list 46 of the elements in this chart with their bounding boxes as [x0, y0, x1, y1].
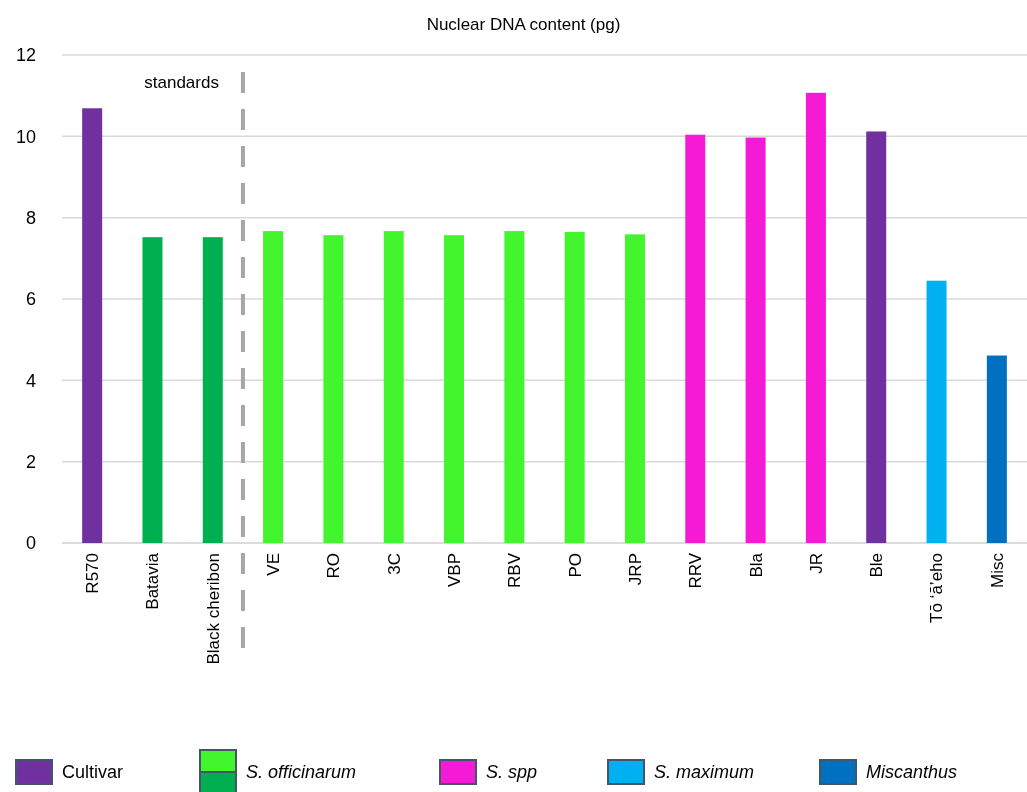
- x-tick-label: Black cheribon: [203, 553, 223, 665]
- bar: [866, 131, 887, 543]
- x-tick-label: PO: [565, 553, 585, 578]
- bar: [202, 237, 223, 543]
- bar: [263, 231, 284, 543]
- y-tick-label: 12: [15, 45, 36, 66]
- bar: [805, 92, 826, 543]
- y-tick-label: 6: [25, 289, 36, 310]
- x-tick-label: 3C: [384, 553, 404, 575]
- legend-label: S. maximum: [654, 762, 755, 783]
- annotation: standards: [144, 73, 219, 92]
- bar: [142, 237, 163, 543]
- bar: [383, 231, 404, 543]
- x-tick-label: Misc: [987, 552, 1007, 588]
- bar: [504, 231, 525, 543]
- x-tick-label: VBP: [444, 553, 464, 588]
- x-tick-label: JR: [806, 553, 826, 574]
- x-tick-label: JRP: [625, 553, 645, 586]
- x-tick-label: Tō ‘ā’eho: [927, 553, 947, 623]
- x-tick-label: Batavia: [143, 552, 163, 610]
- x-tick-label: VE: [264, 553, 284, 576]
- bar: [444, 235, 465, 543]
- legend-label: S. spp: [486, 762, 538, 783]
- x-tick-label: RRV: [686, 552, 706, 589]
- bar: [685, 134, 706, 543]
- legend-label: Miscanthus: [866, 762, 958, 783]
- bar: [82, 108, 103, 543]
- x-tick-label: Ble: [867, 553, 887, 578]
- y-tick-label: 0: [25, 533, 36, 554]
- y-tick-label: 4: [25, 370, 36, 391]
- x-tick-label: RO: [324, 553, 344, 579]
- bar: [624, 234, 645, 543]
- bar: [926, 280, 947, 543]
- x-tick-label: RBV: [505, 552, 525, 588]
- y-tick-label: 10: [15, 126, 36, 147]
- bar: [564, 231, 585, 543]
- chart-title: Nuclear DNA content (pg): [426, 15, 621, 34]
- y-tick-label: 2: [25, 451, 36, 472]
- legend-label: S. officinarum: [246, 762, 357, 783]
- y-tick-label: 8: [25, 207, 36, 228]
- x-tick-label: Bla: [746, 552, 766, 578]
- bar: [323, 235, 344, 543]
- bar: [986, 355, 1007, 543]
- bar: [745, 137, 766, 543]
- legend-label: Cultivar: [62, 762, 124, 783]
- x-tick-label: R570: [83, 553, 103, 594]
